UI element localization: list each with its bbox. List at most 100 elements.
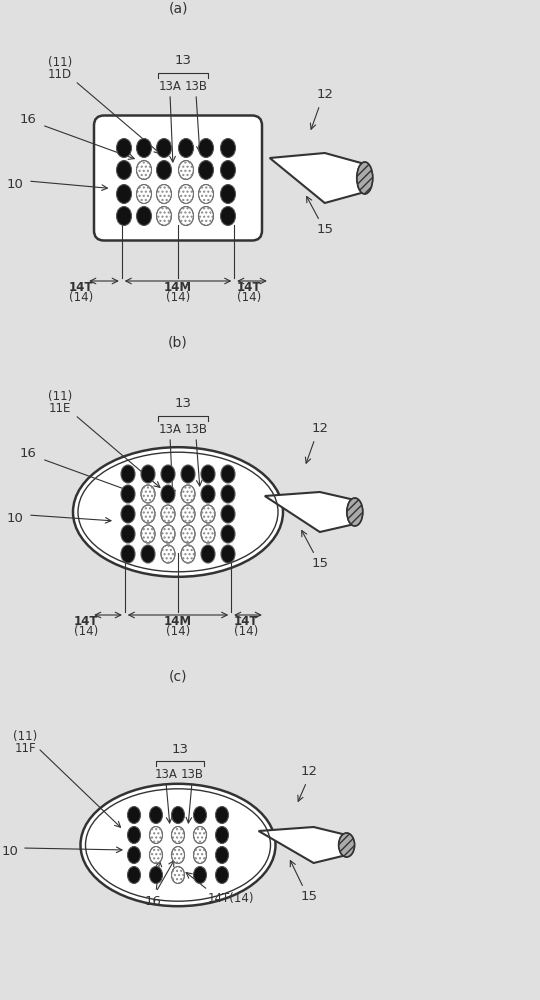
Text: 14M: 14M	[164, 281, 192, 294]
Ellipse shape	[157, 160, 172, 180]
Ellipse shape	[215, 806, 228, 824]
Ellipse shape	[117, 184, 132, 204]
Ellipse shape	[161, 525, 175, 543]
Text: 11E: 11E	[49, 402, 71, 415]
Ellipse shape	[201, 525, 215, 543]
Text: (14): (14)	[74, 625, 98, 638]
Text: 13A: 13A	[154, 768, 178, 781]
Ellipse shape	[181, 465, 195, 483]
Ellipse shape	[201, 545, 215, 563]
Ellipse shape	[181, 505, 195, 523]
Ellipse shape	[141, 545, 155, 563]
Text: 13B: 13B	[185, 423, 207, 436]
Ellipse shape	[121, 485, 135, 503]
Text: 14T: 14T	[74, 615, 98, 628]
Ellipse shape	[199, 160, 213, 180]
Text: 16: 16	[19, 447, 36, 460]
Ellipse shape	[127, 846, 140, 863]
Ellipse shape	[121, 465, 135, 483]
Ellipse shape	[179, 207, 193, 226]
Ellipse shape	[221, 465, 235, 483]
Ellipse shape	[117, 207, 132, 226]
Text: 12: 12	[311, 422, 328, 435]
Text: 12: 12	[300, 765, 317, 778]
Text: (14): (14)	[166, 625, 190, 638]
Ellipse shape	[127, 866, 140, 884]
Text: (a): (a)	[168, 2, 188, 16]
Text: 13A: 13A	[159, 80, 181, 93]
PathPatch shape	[259, 827, 347, 863]
Ellipse shape	[141, 525, 155, 543]
Ellipse shape	[137, 184, 152, 204]
Ellipse shape	[220, 184, 235, 204]
Text: (11): (11)	[48, 56, 72, 69]
Text: (14): (14)	[237, 291, 261, 304]
Ellipse shape	[220, 207, 235, 226]
Ellipse shape	[161, 505, 175, 523]
Ellipse shape	[172, 846, 185, 863]
PathPatch shape	[270, 153, 364, 203]
Text: 12: 12	[316, 88, 333, 101]
Ellipse shape	[117, 160, 132, 180]
Ellipse shape	[157, 184, 172, 204]
Ellipse shape	[339, 833, 355, 857]
Ellipse shape	[137, 160, 152, 180]
Ellipse shape	[193, 806, 206, 824]
Ellipse shape	[179, 184, 193, 204]
Text: 16: 16	[145, 895, 161, 908]
Text: 11F: 11F	[14, 742, 36, 755]
Ellipse shape	[80, 784, 275, 906]
Text: 14T: 14T	[69, 281, 93, 294]
Text: 16: 16	[19, 113, 36, 126]
Ellipse shape	[150, 846, 163, 863]
Text: 15: 15	[311, 557, 328, 570]
PathPatch shape	[265, 492, 355, 532]
Text: 15: 15	[300, 890, 317, 903]
Text: 13A: 13A	[159, 423, 181, 436]
Text: (b): (b)	[168, 336, 188, 350]
Text: 10: 10	[6, 512, 23, 525]
Ellipse shape	[121, 525, 135, 543]
Text: (14): (14)	[69, 291, 93, 304]
Text: 14M: 14M	[164, 615, 192, 628]
Ellipse shape	[201, 505, 215, 523]
Ellipse shape	[215, 866, 228, 884]
Ellipse shape	[141, 485, 155, 503]
Ellipse shape	[127, 806, 140, 824]
Ellipse shape	[121, 505, 135, 523]
Ellipse shape	[357, 162, 373, 194]
Ellipse shape	[201, 485, 215, 503]
Ellipse shape	[220, 160, 235, 180]
Text: (14): (14)	[234, 625, 258, 638]
Ellipse shape	[347, 498, 363, 526]
Ellipse shape	[150, 806, 163, 824]
Text: 13: 13	[172, 743, 188, 756]
Ellipse shape	[220, 138, 235, 157]
Ellipse shape	[141, 465, 155, 483]
Ellipse shape	[161, 485, 175, 503]
Text: 11D: 11D	[48, 68, 72, 81]
Text: (14): (14)	[166, 291, 190, 304]
Ellipse shape	[172, 866, 185, 884]
Ellipse shape	[201, 465, 215, 483]
Text: 13B: 13B	[180, 768, 204, 781]
Ellipse shape	[157, 138, 172, 157]
Text: (11): (11)	[13, 730, 37, 743]
Ellipse shape	[221, 545, 235, 563]
Ellipse shape	[221, 505, 235, 523]
Ellipse shape	[121, 545, 135, 563]
Ellipse shape	[157, 207, 172, 226]
Ellipse shape	[127, 826, 140, 844]
Ellipse shape	[221, 525, 235, 543]
Ellipse shape	[199, 184, 213, 204]
Ellipse shape	[150, 866, 163, 884]
Ellipse shape	[117, 138, 132, 157]
Ellipse shape	[193, 866, 206, 884]
Ellipse shape	[193, 826, 206, 844]
Text: (11): (11)	[48, 390, 72, 403]
Ellipse shape	[150, 826, 163, 844]
Text: 14T: 14T	[237, 281, 261, 294]
Text: 14T: 14T	[234, 615, 259, 628]
Ellipse shape	[179, 138, 193, 157]
Ellipse shape	[172, 806, 185, 824]
